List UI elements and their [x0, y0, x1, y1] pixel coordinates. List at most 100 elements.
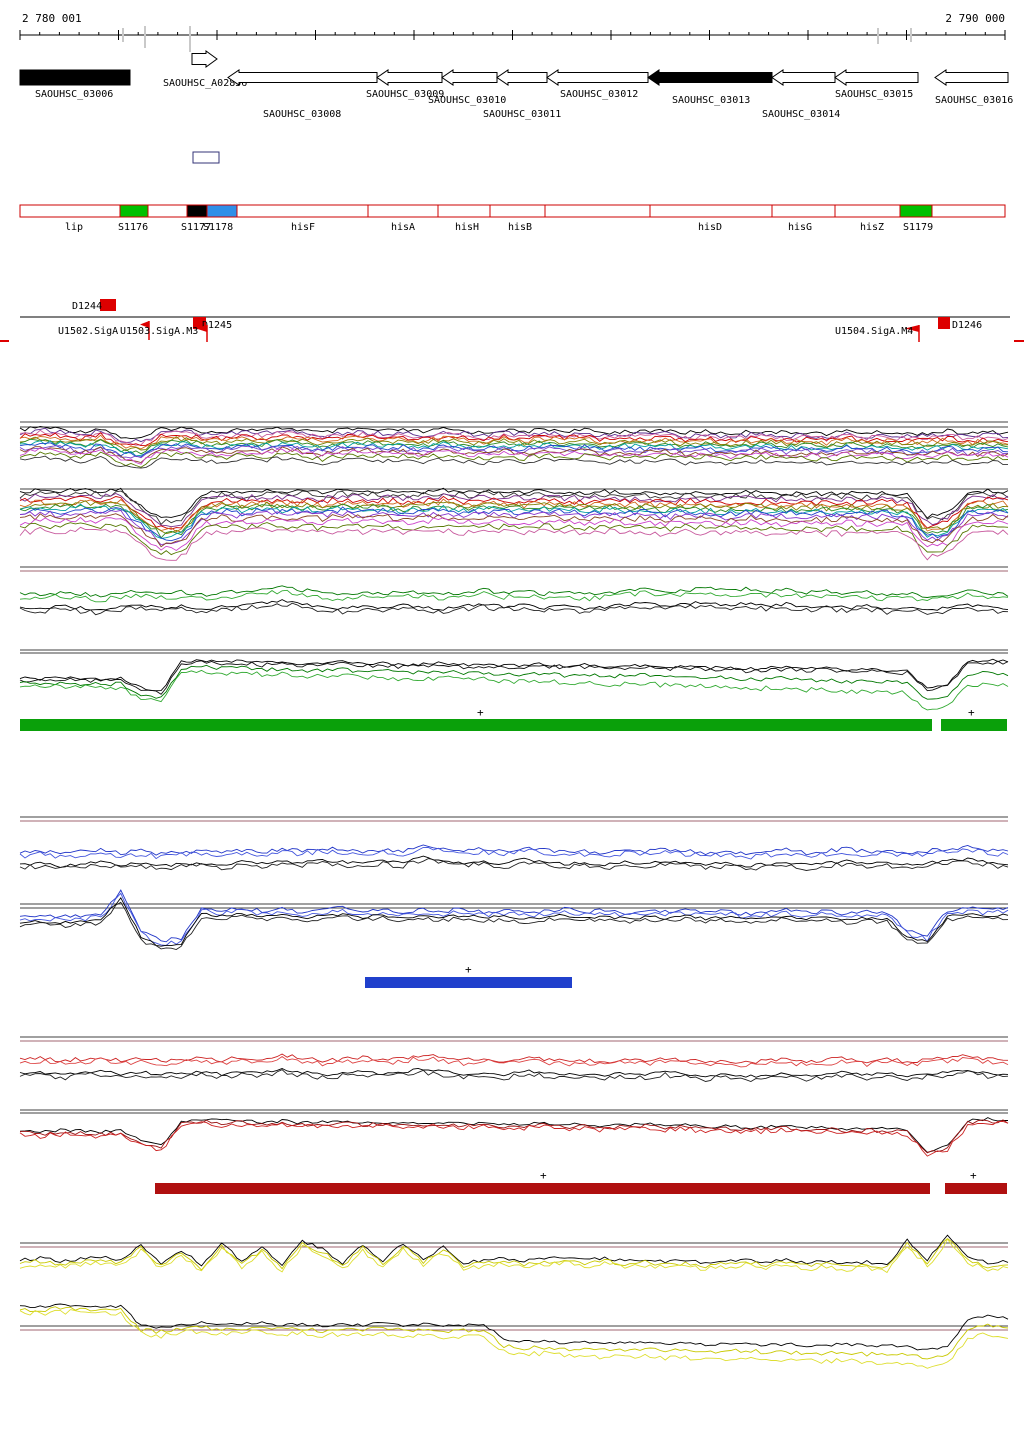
marker-label: U1503.SigA.M3 — [120, 326, 198, 337]
signal-line — [19, 487, 1009, 519]
signal-line — [19, 1117, 1008, 1153]
gene-arrow[interactable] — [191, 50, 218, 68]
signal-line — [19, 427, 1009, 443]
signal-line — [19, 1069, 1009, 1082]
signal-line — [19, 660, 1009, 695]
operon-segment[interactable] — [899, 204, 933, 218]
signal-line — [19, 889, 1009, 943]
signal-line — [19, 436, 1008, 452]
signal-line — [19, 664, 1009, 700]
gene-arrow[interactable] — [496, 69, 548, 86]
signal-line — [19, 599, 1009, 611]
gene-label: SAOUHSC_03014 — [762, 109, 840, 120]
gene-arrow[interactable] — [771, 69, 836, 86]
signal-line — [19, 846, 1009, 860]
annotation-box[interactable] — [192, 151, 220, 164]
operon-label: S1179 — [903, 222, 933, 233]
gene-label: SAOUHSC_03006 — [35, 89, 113, 100]
marker-label: U1502.SigA — [58, 326, 118, 337]
operon-label: hisB — [508, 222, 532, 233]
signal-line — [19, 1309, 1009, 1369]
terminator-box-icon[interactable] — [193, 317, 206, 329]
signal-line — [19, 509, 1009, 546]
strand-plus-label: + — [465, 963, 472, 976]
operon-label: S1176 — [118, 222, 148, 233]
gene-label: SAOUHSC_03011 — [483, 109, 561, 120]
gene-arrow[interactable] — [834, 69, 919, 86]
signal-line — [19, 892, 1009, 946]
red-coverage-bar — [155, 1183, 930, 1194]
strand-plus-label: + — [968, 706, 975, 719]
marker-label: D1245 — [202, 320, 232, 331]
gene-label: SAOUHSC_03010 — [428, 95, 506, 106]
signal-line — [19, 493, 1009, 528]
strand-plus-label: + — [477, 706, 484, 719]
marker-label: U1504.SigA.M4 — [835, 326, 913, 337]
gene-arrow[interactable] — [546, 69, 649, 86]
operon-bar — [19, 204, 1006, 218]
signal-line — [19, 516, 1009, 552]
promoter-flag-icon[interactable] — [905, 325, 919, 332]
gene-arrow[interactable] — [441, 69, 498, 86]
operon-label: hisZ — [860, 222, 884, 233]
gene-arrow[interactable] — [19, 69, 131, 86]
gene-label: SAOUHSC_03008 — [263, 109, 341, 120]
signal-line — [19, 901, 1009, 950]
operon-label: hisD — [698, 222, 722, 233]
signal-line — [19, 1238, 1009, 1271]
operon-label: S1178 — [203, 222, 233, 233]
green-coverage-bar — [941, 719, 1007, 731]
signal-line — [19, 506, 1009, 542]
signal-line — [19, 500, 1009, 535]
gene-label: SAOUHSC_03015 — [835, 89, 913, 100]
gene-arrow[interactable] — [647, 69, 773, 86]
promoter-flag-icon[interactable] — [196, 325, 207, 332]
ruler-end-label: 2 790 000 — [945, 12, 1005, 25]
operon-label: S1177 — [181, 222, 211, 233]
signal-line — [19, 844, 1009, 856]
gene-arrow[interactable] — [934, 69, 1009, 86]
signal-line — [19, 602, 1009, 616]
blue-coverage-bar — [365, 977, 572, 988]
signal-line — [19, 426, 1009, 440]
signal-line — [19, 503, 1009, 539]
operon-label: hisH — [455, 222, 479, 233]
signal-line — [19, 1067, 1009, 1078]
signal-line — [19, 1119, 1009, 1154]
operon-segment[interactable] — [931, 204, 1006, 218]
signal-line — [19, 503, 1009, 539]
terminator-box-icon[interactable] — [100, 299, 116, 311]
terminator-box-icon[interactable] — [938, 317, 950, 329]
operon-label: hisG — [788, 222, 812, 233]
signal-line — [19, 429, 1009, 446]
signal-line — [19, 451, 1009, 468]
red-coverage-bar — [945, 1183, 1007, 1194]
gene-arrow[interactable] — [376, 69, 443, 86]
signal-line — [19, 658, 1009, 692]
gene-label: SAOUHSC_03016 — [935, 95, 1013, 106]
operon-segment[interactable] — [119, 204, 149, 218]
gene-label: SAOUHSC_A02856 — [163, 78, 247, 89]
promoter-flag-icon[interactable] — [140, 321, 149, 328]
signal-line — [19, 1055, 1009, 1068]
operon-segment[interactable] — [186, 204, 208, 218]
signal-line — [19, 1306, 1009, 1360]
signal-line — [19, 589, 1009, 603]
signal-line — [19, 1303, 1009, 1351]
marker-label: D1246 — [952, 320, 982, 331]
gene-label: SAOUHSC_03012 — [560, 89, 638, 100]
signal-line — [19, 855, 1009, 868]
signal-line — [19, 1121, 1009, 1157]
gene-arrow[interactable] — [227, 69, 378, 86]
signal-line — [19, 522, 1009, 556]
signal-line — [19, 438, 1009, 455]
operon-segment[interactable] — [206, 204, 238, 218]
signal-line — [19, 858, 1009, 871]
green-coverage-bar — [20, 719, 932, 731]
operon-label: hisA — [391, 222, 415, 233]
signal-line — [19, 896, 1009, 947]
signal-line — [19, 445, 1009, 459]
signal-line — [19, 1234, 1009, 1267]
